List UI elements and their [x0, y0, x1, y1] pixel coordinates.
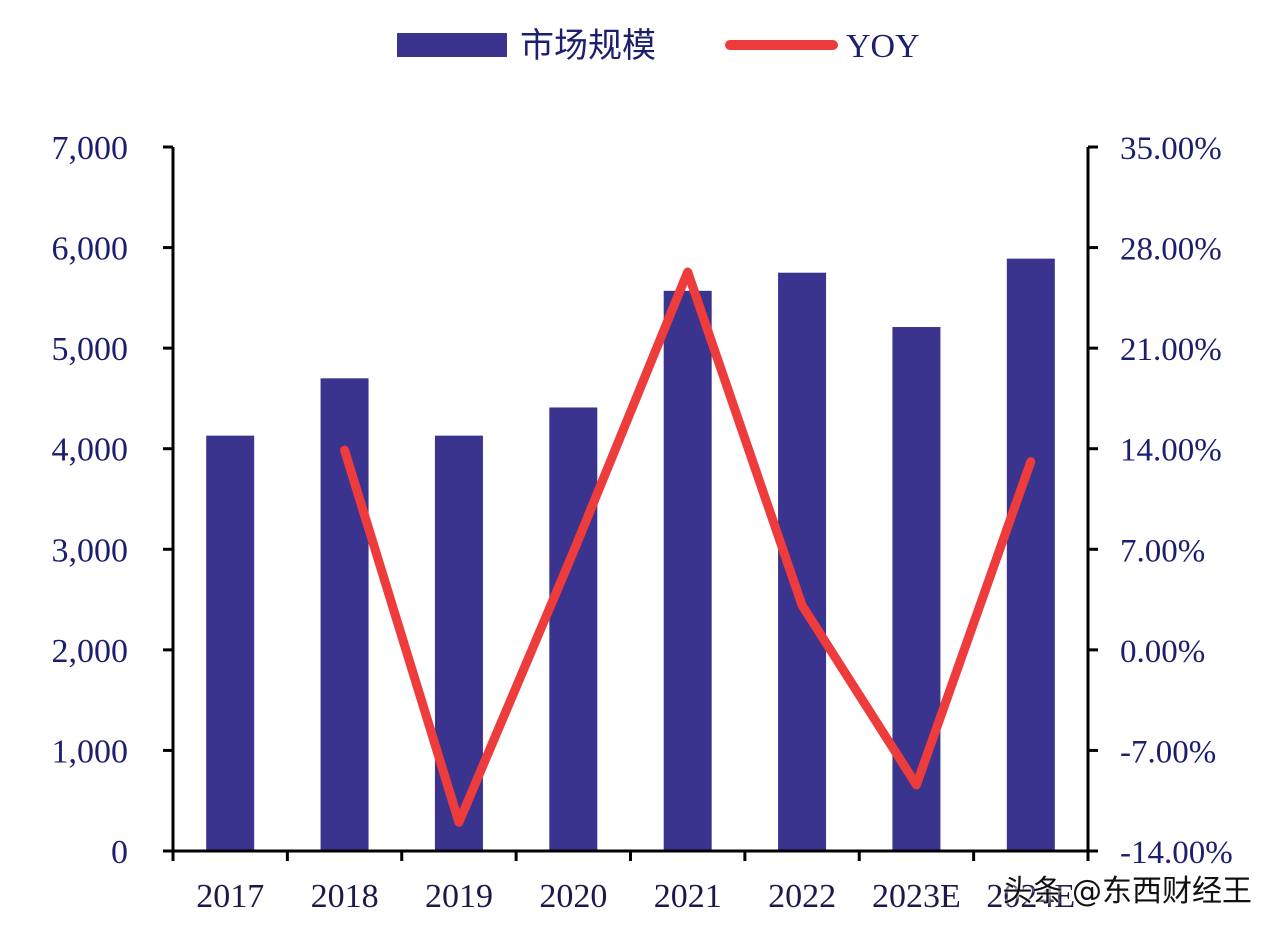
y-tick-label-right: -14.00%: [1120, 835, 1233, 871]
axes: [163, 145, 1098, 861]
x-tick-label-2022: 2022: [768, 878, 836, 915]
x-tick-label-2018: 2018: [311, 878, 379, 915]
y-tick-label-left: 2,000: [52, 633, 129, 670]
yoy-line-group: [340, 267, 1036, 827]
x-tick-label-2023E: 2023E: [872, 878, 961, 915]
bar-2021: [663, 290, 712, 851]
y-tick-label-right: -7.00%: [1120, 734, 1216, 770]
bar-2024E: [1006, 258, 1055, 851]
y-tick-label-left: 7,000: [52, 130, 129, 167]
x-tick-label-2020: 2020: [539, 878, 607, 915]
y-tick-label-right: 35.00%: [1120, 131, 1222, 167]
x-tick-label-2017: 2017: [196, 878, 264, 915]
y-tick-label-left: 3,000: [52, 532, 129, 569]
tick-labels: 0 -14.00% 1,000 -7.00% 2,000 0.00% 3,000 7.00% 4…: [52, 130, 1233, 915]
y-tick-label-right: 7.00%: [1120, 533, 1205, 569]
legend-label-line: YOY: [846, 28, 920, 65]
y-tick-label-right: 0.00%: [1120, 634, 1205, 670]
y-tick-label-left: 6,000: [52, 231, 129, 268]
watermark: 头条 @东西财经王: [1002, 874, 1252, 909]
legend-swatch-bar: [397, 33, 507, 57]
x-tick-label-2019: 2019: [425, 878, 493, 915]
legend: 市场规模 YOY: [397, 27, 920, 65]
bar-2017: [206, 435, 255, 851]
y-tick-label-left: 1,000: [52, 733, 129, 770]
y-tick-label-left: 0: [111, 834, 128, 871]
y-tick-label-left: 4,000: [52, 432, 129, 469]
y-tick-label-right: 14.00%: [1120, 433, 1222, 469]
x-tick-label-2021: 2021: [654, 878, 722, 915]
y-tick-label-right: 21.00%: [1120, 332, 1222, 368]
x-tick-label-2024E: 2024E: [986, 878, 1075, 915]
y-tick-label-left: 5,000: [52, 331, 129, 368]
y-tick-label-right: 28.00%: [1120, 232, 1222, 268]
legend-label-bar: 市场规模: [520, 27, 656, 65]
bar-2020: [549, 407, 598, 851]
